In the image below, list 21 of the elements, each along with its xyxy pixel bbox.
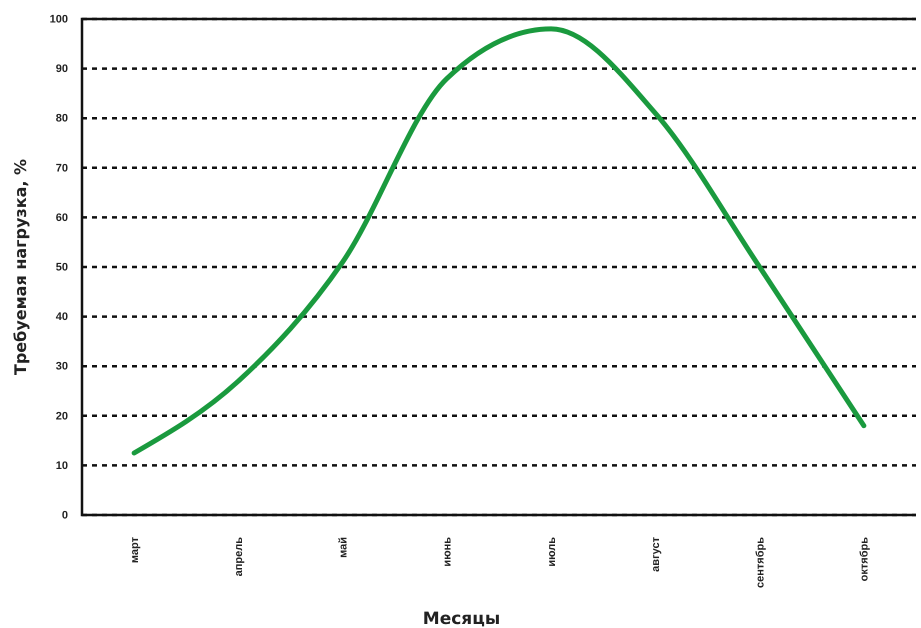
- x-tick-label: март: [128, 536, 141, 564]
- x-tick-label: июнь: [442, 536, 454, 567]
- y-tick-label: 90: [56, 63, 68, 76]
- y-tick-label: 10: [56, 460, 68, 472]
- x-axis-title: Месяцы: [422, 609, 500, 628]
- y-tick-label: 80: [56, 112, 68, 125]
- x-tick-label: сентябрь: [754, 536, 766, 588]
- x-tick-label: апрель: [233, 536, 246, 576]
- y-tick-label: 0: [62, 510, 68, 522]
- y-tick-label: 60: [56, 212, 68, 224]
- x-tick-label: август: [650, 536, 662, 572]
- x-tick-label: май: [337, 537, 350, 558]
- y-tick-label: 30: [56, 360, 68, 373]
- y-tick-label: 40: [56, 311, 68, 324]
- x-tick-label: октябрь: [858, 536, 871, 582]
- y-tick-label: 50: [56, 262, 68, 274]
- x-tick-label: июль: [546, 536, 558, 567]
- y-tick-label: 20: [56, 410, 68, 422]
- y-tick-label: 70: [56, 162, 68, 174]
- y-tick-label: 100: [50, 14, 68, 26]
- y-axis-title: Требуемая нагрузка, %: [11, 158, 30, 376]
